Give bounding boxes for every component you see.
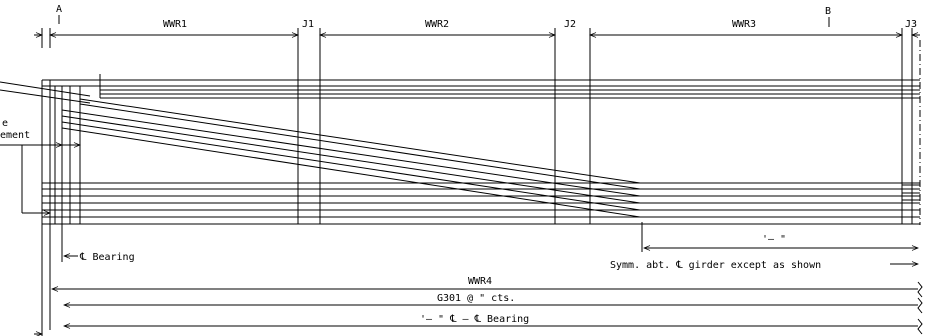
section-mark-b: B [825, 6, 831, 17]
segment-j3: J3 [905, 19, 917, 30]
strand-length-dimension [641, 222, 919, 252]
strand-length-label: '– " [762, 234, 786, 245]
bottom-dimensions [34, 224, 923, 336]
left-cut-strands [0, 81, 91, 104]
bottom-strands [42, 182, 920, 218]
total-length-label: '– " ℄ – ℄ Bearing [420, 314, 529, 325]
wwr4-label: WWR4 [468, 276, 492, 287]
left-placement-arrows [0, 142, 81, 216]
symmetry-note: Symm. abt. ℄ girder except as shown [610, 260, 821, 271]
section-mark-a: A [56, 4, 62, 15]
stirrup-spacing-label: G301 @ " cts. [437, 293, 515, 304]
segment-wwr2: WWR2 [425, 19, 449, 30]
bearing-label: ℄ Bearing [79, 252, 135, 263]
segment-j2: J2 [564, 19, 576, 30]
left-note-line-1: e [2, 118, 8, 129]
left-note-line-2: ement [0, 130, 30, 141]
draped-strands [61, 98, 641, 218]
end-verticals [49, 66, 913, 224]
segment-wwr3: WWR3 [732, 19, 756, 30]
girder-outline [41, 40, 921, 225]
segment-j1: J1 [302, 19, 314, 30]
top-strands [42, 74, 920, 99]
bearing-marker [61, 224, 78, 262]
top-dimension-chain [34, 28, 920, 66]
segment-wwr1: WWR1 [163, 19, 187, 30]
